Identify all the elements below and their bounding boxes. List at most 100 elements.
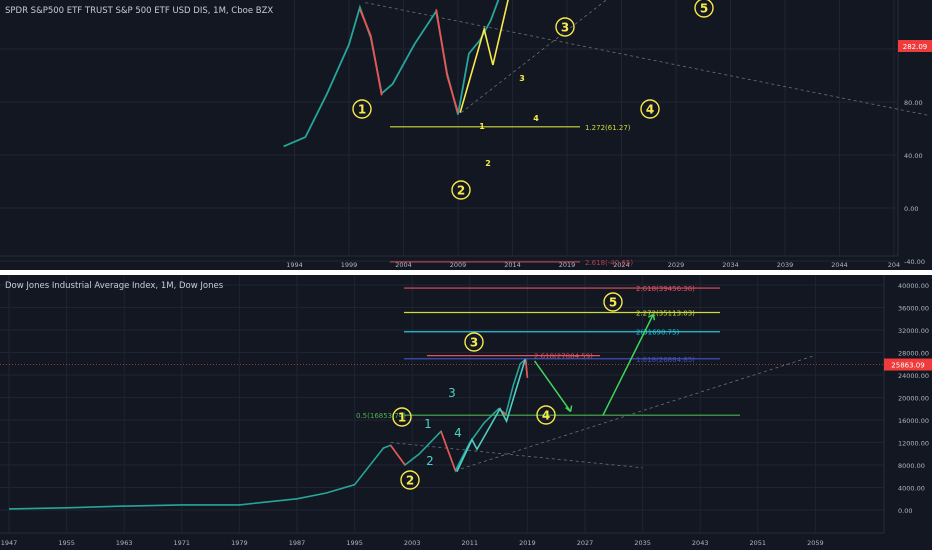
wave-circle [400, 470, 420, 490]
wave-circle [603, 292, 623, 312]
x-tick-label: 1947 [1, 539, 18, 547]
price-badge-label: 25863.09 [891, 362, 924, 370]
x-tick-label: 1955 [58, 539, 75, 547]
wave-small-label: 4 [533, 114, 539, 123]
x-tick-label: 1995 [346, 539, 363, 547]
dow-chart-title: Dow Jones Industrial Average Index, 1M, … [5, 281, 224, 291]
fib-label: 2(31690.75) [636, 329, 680, 337]
wave-small-label: 2 [485, 159, 491, 168]
y-tick-label: 40.00 [904, 152, 923, 160]
fib-label: 2.618(-40.65) [585, 259, 633, 267]
y-tick-label: 0.00 [904, 205, 918, 213]
fib-label: 0.5(16853.74) [356, 412, 406, 420]
y-tick-label: 24000.00 [898, 372, 929, 380]
fib-label: 1.272(61.27) [585, 124, 631, 132]
x-tick-label: 1999 [341, 261, 358, 269]
x-tick-label: 1963 [116, 539, 133, 547]
spy-chart-panel[interactable]: 320.00280.00240.00200.00160.00120.0080.0… [0, 0, 932, 270]
projection-arrowhead [565, 405, 573, 413]
price-series [283, 0, 500, 148]
price-badge [898, 40, 932, 52]
wave-small-label: 1 [479, 122, 485, 131]
y-tick-label: 12000.00 [898, 440, 929, 448]
wave-circle [392, 407, 412, 427]
wave-circle [694, 0, 714, 18]
y-tick-label: 32000.00 [898, 327, 929, 335]
y-tick-label: -40.00 [904, 258, 925, 266]
wave-small-label: 4 [454, 426, 462, 440]
wave-circle [555, 17, 575, 37]
price-down-segment [389, 444, 406, 466]
dashed-trendline [365, 2, 929, 116]
wave-circle-label: 1 [358, 103, 366, 117]
wave-circle-label: 3 [561, 21, 569, 35]
x-tick-label: 1987 [289, 539, 306, 547]
projection-arrow [602, 313, 655, 416]
wave-circle-label: 5 [700, 2, 708, 16]
dow-chart-panel[interactable]: 40000.00 36000.00 32000.00 28000.00 24000.00… [0, 275, 932, 550]
dashed-trendline [461, 0, 607, 113]
y-tick-label: 36000.00 [898, 305, 929, 313]
y-tick-label: 4000.00 [898, 485, 925, 493]
x-tick-label: 2003 [404, 539, 421, 547]
wave-circle-label: 2 [406, 474, 414, 488]
spy-chart-svg[interactable]: 320.00280.00240.00200.00160.00120.0080.0… [0, 0, 932, 270]
fib-label: 1.618(26884.85) [636, 356, 695, 364]
wave-small-label: 2 [426, 454, 434, 468]
price-badge-label: 282.09 [903, 43, 928, 51]
x-tick-label: 1979 [231, 539, 248, 547]
wave-circle [536, 405, 556, 425]
y-tick-label: 160.00 [904, 0, 927, 1]
x-tick-label: 2024 [613, 261, 630, 269]
dow-chart-svg[interactable]: 40000.0036000.0032000.0028000.0024000.00… [0, 275, 932, 550]
wave-circle-label: 2 [457, 184, 465, 198]
x-tick-label: 2019 [559, 261, 576, 269]
spy-chart-title: SPDR S&P500 ETF TRUST S&P 500 ETF USD DI… [5, 6, 274, 16]
price-down-segment [435, 9, 448, 76]
wave-circle [640, 99, 660, 119]
x-tick-label: 2011 [462, 539, 479, 547]
wave-circle-label: 5 [609, 296, 617, 310]
dashed-trendline [390, 442, 643, 469]
x-tick-label: 2019 [519, 539, 536, 547]
wave-small-label: 3 [519, 74, 525, 83]
wave-circle [352, 99, 372, 119]
elliott-wave-path [459, 0, 509, 113]
x-tick-label: 2004 [395, 261, 412, 269]
price-down-segment [446, 75, 459, 113]
x-tick-label: 2035 [634, 539, 651, 547]
x-tick-label: 2043 [692, 539, 709, 547]
x-tick-label: 204 [888, 261, 900, 269]
projection-arrow [533, 360, 572, 412]
x-tick-label: 2029 [668, 261, 685, 269]
price-series [8, 357, 529, 510]
x-tick-label: 2014 [504, 261, 521, 269]
wave-circle-label: 4 [542, 409, 550, 423]
price-down-segment [359, 8, 372, 37]
x-tick-label: 2059 [807, 539, 824, 547]
wave-small-label: 3 [448, 386, 456, 400]
y-tick-label: 40000.00 [898, 282, 929, 290]
y-tick-label: 20000.00 [898, 395, 929, 403]
wave-circle-label: 3 [470, 336, 478, 350]
y-tick-label: 0.00 [898, 507, 912, 515]
wave-circle [451, 180, 471, 200]
price-badge [884, 358, 932, 371]
fib-label: 2.618(27084.59) [534, 353, 593, 361]
x-tick-label: 2044 [831, 261, 848, 269]
fib-label: 2.272(35113.03) [636, 309, 695, 317]
wave-circle-label: 4 [646, 103, 654, 117]
y-tick-label: 28000.00 [898, 350, 929, 358]
elliott-wave-path [456, 359, 527, 473]
x-tick-label: 2051 [750, 539, 767, 547]
y-tick-label: 8000.00 [898, 462, 925, 470]
price-down-segment [440, 430, 457, 471]
panel-divider[interactable] [0, 270, 932, 275]
y-tick-label: 16000.00 [898, 417, 929, 425]
price-down-segment [524, 359, 529, 378]
y-tick-label: 80.00 [904, 99, 923, 107]
wave-circle [464, 332, 484, 352]
x-tick-label: 2039 [777, 261, 794, 269]
wave-circle-label: 1 [398, 411, 406, 425]
wave-small-label: 1 [424, 417, 432, 431]
